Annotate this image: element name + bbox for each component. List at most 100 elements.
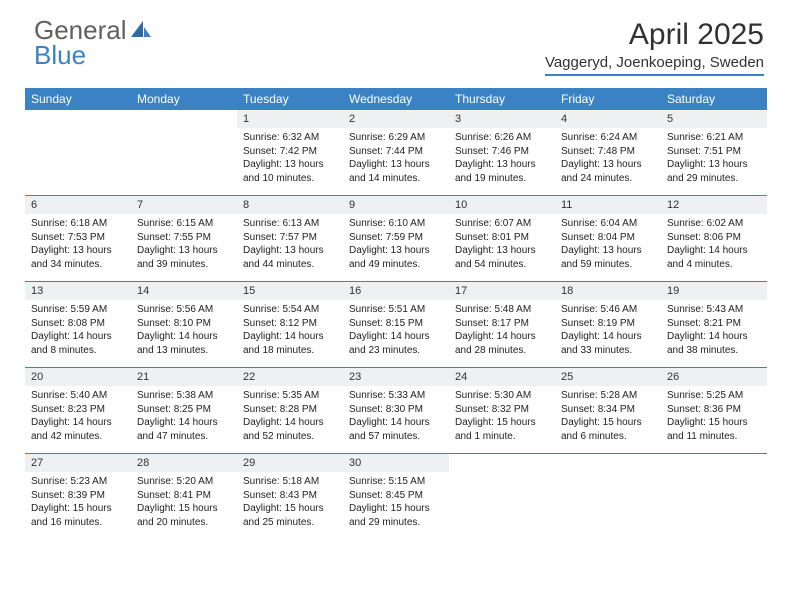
day-of-week-header: Wednesday [343, 88, 449, 110]
day-number-cell: 23 [343, 368, 449, 386]
day-d2-text: and 24 minutes. [561, 172, 655, 186]
day-number-cell: 3 [449, 110, 555, 128]
day-number-cell: 15 [237, 282, 343, 300]
day-body-cell: Sunrise: 5:54 AMSunset: 8:12 PMDaylight:… [237, 300, 343, 368]
day-number-row: 27282930 [25, 454, 767, 472]
day-ss-text: Sunset: 7:55 PM [137, 231, 231, 245]
day-body-row: Sunrise: 5:59 AMSunset: 8:08 PMDaylight:… [25, 300, 767, 368]
day-d2-text: and 38 minutes. [667, 344, 761, 358]
day-body-row: Sunrise: 6:18 AMSunset: 7:53 PMDaylight:… [25, 214, 767, 282]
day-ss-text: Sunset: 7:51 PM [667, 145, 761, 159]
day-d2-text: and 10 minutes. [243, 172, 337, 186]
day-d2-text: and 39 minutes. [137, 258, 231, 272]
day-body-cell: Sunrise: 6:26 AMSunset: 7:46 PMDaylight:… [449, 128, 555, 196]
day-d1-text: Daylight: 13 hours [243, 244, 337, 258]
day-number-cell: 14 [131, 282, 237, 300]
day-number-cell: 12 [661, 196, 767, 214]
day-d2-text: and 59 minutes. [561, 258, 655, 272]
day-d1-text: Daylight: 14 hours [31, 416, 125, 430]
day-d1-text: Daylight: 14 hours [561, 330, 655, 344]
day-d1-text: Daylight: 15 hours [667, 416, 761, 430]
page-subtitle: Vaggeryd, Joenkoeping, Sweden [545, 54, 764, 76]
day-body-cell: Sunrise: 6:24 AMSunset: 7:48 PMDaylight:… [555, 128, 661, 196]
day-sr-text: Sunrise: 6:02 AM [667, 217, 761, 231]
day-d2-text: and 19 minutes. [455, 172, 549, 186]
day-number-cell: 13 [25, 282, 131, 300]
day-d1-text: Daylight: 13 hours [349, 244, 443, 258]
day-d1-text: Daylight: 13 hours [31, 244, 125, 258]
day-body-cell [131, 128, 237, 196]
day-ss-text: Sunset: 8:19 PM [561, 317, 655, 331]
day-sr-text: Sunrise: 5:46 AM [561, 303, 655, 317]
day-d2-text: and 13 minutes. [137, 344, 231, 358]
day-sr-text: Sunrise: 6:18 AM [31, 217, 125, 231]
day-ss-text: Sunset: 7:46 PM [455, 145, 549, 159]
day-body-row: Sunrise: 5:40 AMSunset: 8:23 PMDaylight:… [25, 386, 767, 454]
day-ss-text: Sunset: 8:43 PM [243, 489, 337, 503]
day-sr-text: Sunrise: 5:35 AM [243, 389, 337, 403]
day-number-cell: 9 [343, 196, 449, 214]
day-d1-text: Daylight: 15 hours [31, 502, 125, 516]
day-sr-text: Sunrise: 6:29 AM [349, 131, 443, 145]
day-ss-text: Sunset: 8:28 PM [243, 403, 337, 417]
day-sr-text: Sunrise: 5:54 AM [243, 303, 337, 317]
day-d1-text: Daylight: 15 hours [243, 502, 337, 516]
day-number-cell: 27 [25, 454, 131, 472]
day-sr-text: Sunrise: 6:15 AM [137, 217, 231, 231]
day-body-cell: Sunrise: 6:07 AMSunset: 8:01 PMDaylight:… [449, 214, 555, 282]
day-body-row: Sunrise: 6:32 AMSunset: 7:42 PMDaylight:… [25, 128, 767, 196]
day-sr-text: Sunrise: 5:28 AM [561, 389, 655, 403]
day-sr-text: Sunrise: 5:38 AM [137, 389, 231, 403]
day-d1-text: Daylight: 13 hours [243, 158, 337, 172]
day-number-cell [555, 454, 661, 472]
day-d2-text: and 16 minutes. [31, 516, 125, 530]
day-number-cell: 10 [449, 196, 555, 214]
header: General Blue April 2025 Vaggeryd, Joenko… [0, 0, 792, 82]
day-body-cell: Sunrise: 5:46 AMSunset: 8:19 PMDaylight:… [555, 300, 661, 368]
day-body-cell: Sunrise: 6:32 AMSunset: 7:42 PMDaylight:… [237, 128, 343, 196]
day-body-cell: Sunrise: 5:59 AMSunset: 8:08 PMDaylight:… [25, 300, 131, 368]
day-number-cell: 25 [555, 368, 661, 386]
day-ss-text: Sunset: 8:34 PM [561, 403, 655, 417]
day-body-cell: Sunrise: 6:21 AMSunset: 7:51 PMDaylight:… [661, 128, 767, 196]
day-sr-text: Sunrise: 5:30 AM [455, 389, 549, 403]
day-d1-text: Daylight: 15 hours [137, 502, 231, 516]
day-number-cell: 29 [237, 454, 343, 472]
day-d2-text: and 52 minutes. [243, 430, 337, 444]
day-ss-text: Sunset: 8:41 PM [137, 489, 231, 503]
day-d1-text: Daylight: 15 hours [349, 502, 443, 516]
day-d1-text: Daylight: 14 hours [243, 416, 337, 430]
day-d2-text: and 44 minutes. [243, 258, 337, 272]
day-d2-text: and 42 minutes. [31, 430, 125, 444]
day-ss-text: Sunset: 8:21 PM [667, 317, 761, 331]
logo: General Blue [28, 18, 147, 67]
day-d1-text: Daylight: 14 hours [349, 330, 443, 344]
day-sr-text: Sunrise: 5:43 AM [667, 303, 761, 317]
day-ss-text: Sunset: 8:04 PM [561, 231, 655, 245]
day-d2-text: and 11 minutes. [667, 430, 761, 444]
day-ss-text: Sunset: 8:23 PM [31, 403, 125, 417]
day-d2-text: and 20 minutes. [137, 516, 231, 530]
day-number-row: 12345 [25, 110, 767, 128]
day-sr-text: Sunrise: 6:21 AM [667, 131, 761, 145]
day-body-cell: Sunrise: 5:38 AMSunset: 8:25 PMDaylight:… [131, 386, 237, 454]
day-number-cell: 2 [343, 110, 449, 128]
day-d2-text: and 25 minutes. [243, 516, 337, 530]
day-number-row: 20212223242526 [25, 368, 767, 386]
day-body-cell: Sunrise: 5:25 AMSunset: 8:36 PMDaylight:… [661, 386, 767, 454]
day-sr-text: Sunrise: 5:56 AM [137, 303, 231, 317]
day-ss-text: Sunset: 8:12 PM [243, 317, 337, 331]
logo-text-general: General [34, 18, 127, 43]
day-sr-text: Sunrise: 5:48 AM [455, 303, 549, 317]
day-ss-text: Sunset: 8:15 PM [349, 317, 443, 331]
day-body-cell: Sunrise: 5:56 AMSunset: 8:10 PMDaylight:… [131, 300, 237, 368]
day-number-cell: 11 [555, 196, 661, 214]
day-body-cell: Sunrise: 5:18 AMSunset: 8:43 PMDaylight:… [237, 472, 343, 539]
day-number-cell: 19 [661, 282, 767, 300]
day-sr-text: Sunrise: 5:20 AM [137, 475, 231, 489]
day-number-cell [449, 454, 555, 472]
day-number-cell: 18 [555, 282, 661, 300]
day-number-cell: 6 [25, 196, 131, 214]
day-d2-text: and 29 minutes. [349, 516, 443, 530]
day-d2-text: and 47 minutes. [137, 430, 231, 444]
